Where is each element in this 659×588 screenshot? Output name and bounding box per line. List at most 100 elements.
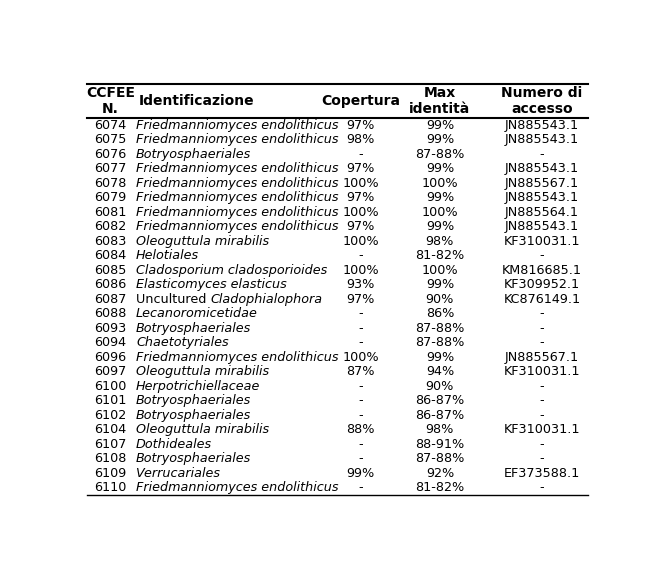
Text: Friedmanniomyces endolithicus: Friedmanniomyces endolithicus (136, 220, 339, 233)
Text: -: - (358, 437, 363, 450)
Text: Botryosphaeriales: Botryosphaeriales (136, 394, 251, 407)
Text: -: - (540, 452, 544, 465)
Text: -: - (358, 380, 363, 393)
Text: KF310031.1: KF310031.1 (503, 235, 581, 248)
Text: 6096: 6096 (94, 350, 127, 363)
Text: KF309952.1: KF309952.1 (504, 278, 580, 291)
Text: 6100: 6100 (94, 380, 127, 393)
Text: Elasticomyces elasticus: Elasticomyces elasticus (136, 278, 287, 291)
Text: 87-88%: 87-88% (415, 452, 465, 465)
Text: CCFEE
N.: CCFEE N. (86, 86, 135, 116)
Text: -: - (540, 249, 544, 262)
Text: Max
identità: Max identità (409, 86, 471, 116)
Text: JN885543.1: JN885543.1 (505, 119, 579, 132)
Text: 6108: 6108 (94, 452, 127, 465)
Text: 87-88%: 87-88% (415, 148, 465, 161)
Text: KM816685.1: KM816685.1 (502, 264, 582, 277)
Text: 6081: 6081 (94, 206, 127, 219)
Text: Helotiales: Helotiales (136, 249, 199, 262)
Text: 88%: 88% (347, 423, 375, 436)
Text: Botryosphaeriales: Botryosphaeriales (136, 322, 251, 335)
Text: Oleoguttula mirabilis: Oleoguttula mirabilis (136, 365, 269, 378)
Text: 6074: 6074 (94, 119, 127, 132)
Text: 97%: 97% (347, 119, 375, 132)
Text: Lecanoromicetidae: Lecanoromicetidae (136, 307, 258, 320)
Text: Cladophialophora: Cladophialophora (210, 293, 322, 306)
Text: 6107: 6107 (94, 437, 127, 450)
Text: Botryosphaeriales: Botryosphaeriales (136, 148, 251, 161)
Text: 81-82%: 81-82% (415, 481, 465, 494)
Text: Verrucariales: Verrucariales (136, 466, 220, 480)
Text: 87-88%: 87-88% (415, 322, 465, 335)
Text: 6094: 6094 (94, 336, 127, 349)
Text: 94%: 94% (426, 365, 454, 378)
Text: 99%: 99% (347, 466, 375, 480)
Text: Oleoguttula mirabilis: Oleoguttula mirabilis (136, 423, 269, 436)
Text: -: - (358, 409, 363, 422)
Text: EF373588.1: EF373588.1 (504, 466, 580, 480)
Text: 98%: 98% (347, 133, 375, 146)
Text: 6076: 6076 (94, 148, 127, 161)
Text: 97%: 97% (347, 293, 375, 306)
Text: JN885564.1: JN885564.1 (505, 206, 579, 219)
Text: 100%: 100% (343, 264, 379, 277)
Text: Copertura: Copertura (321, 94, 400, 108)
Text: 87%: 87% (347, 365, 375, 378)
Text: 97%: 97% (347, 162, 375, 175)
Text: -: - (358, 148, 363, 161)
Text: Dothideales: Dothideales (136, 437, 212, 450)
Text: -: - (358, 452, 363, 465)
Text: Friedmanniomyces endolithicus: Friedmanniomyces endolithicus (136, 119, 339, 132)
Text: -: - (540, 148, 544, 161)
Text: 6085: 6085 (94, 264, 127, 277)
Text: 6078: 6078 (94, 177, 127, 190)
Text: 99%: 99% (426, 133, 454, 146)
Text: -: - (540, 394, 544, 407)
Text: 6082: 6082 (94, 220, 127, 233)
Text: 99%: 99% (426, 162, 454, 175)
Text: 100%: 100% (343, 235, 379, 248)
Text: 6101: 6101 (94, 394, 127, 407)
Text: 100%: 100% (343, 206, 379, 219)
Text: 88-91%: 88-91% (415, 437, 465, 450)
Text: 100%: 100% (422, 264, 458, 277)
Text: -: - (540, 437, 544, 450)
Text: -: - (540, 380, 544, 393)
Text: 81-82%: 81-82% (415, 249, 465, 262)
Text: -: - (540, 307, 544, 320)
Text: 6084: 6084 (94, 249, 127, 262)
Text: 6093: 6093 (94, 322, 127, 335)
Text: 86%: 86% (426, 307, 454, 320)
Text: 99%: 99% (426, 350, 454, 363)
Text: JN885543.1: JN885543.1 (505, 191, 579, 204)
Text: 100%: 100% (343, 350, 379, 363)
Text: 6104: 6104 (94, 423, 127, 436)
Text: 6077: 6077 (94, 162, 127, 175)
Text: -: - (540, 481, 544, 494)
Text: -: - (358, 322, 363, 335)
Text: 90%: 90% (426, 293, 454, 306)
Text: 99%: 99% (426, 191, 454, 204)
Text: 6075: 6075 (94, 133, 127, 146)
Text: 100%: 100% (422, 206, 458, 219)
Text: 6079: 6079 (94, 191, 127, 204)
Text: Friedmanniomyces endolithicus: Friedmanniomyces endolithicus (136, 191, 339, 204)
Text: 6086: 6086 (94, 278, 127, 291)
Text: -: - (358, 394, 363, 407)
Text: 97%: 97% (347, 220, 375, 233)
Text: 6102: 6102 (94, 409, 127, 422)
Text: Oleoguttula mirabilis: Oleoguttula mirabilis (136, 235, 269, 248)
Text: 6083: 6083 (94, 235, 127, 248)
Text: Friedmanniomyces endolithicus: Friedmanniomyces endolithicus (136, 162, 339, 175)
Text: 92%: 92% (426, 466, 454, 480)
Text: JN885543.1: JN885543.1 (505, 133, 579, 146)
Text: Friedmanniomyces endolithicus: Friedmanniomyces endolithicus (136, 206, 339, 219)
Text: -: - (358, 307, 363, 320)
Text: Friedmanniomyces endolithicus: Friedmanniomyces endolithicus (136, 481, 339, 494)
Text: 99%: 99% (426, 278, 454, 291)
Text: Friedmanniomyces endolithicus: Friedmanniomyces endolithicus (136, 350, 339, 363)
Text: -: - (540, 409, 544, 422)
Text: Numero di
accesso: Numero di accesso (501, 86, 583, 116)
Text: JN885543.1: JN885543.1 (505, 162, 579, 175)
Text: 86-87%: 86-87% (415, 394, 465, 407)
